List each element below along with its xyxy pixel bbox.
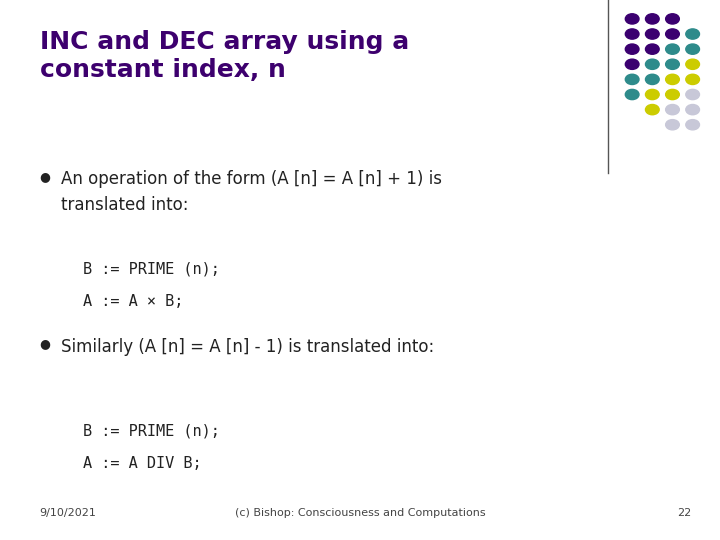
Circle shape (646, 59, 660, 69)
Circle shape (665, 120, 680, 130)
Text: A := A DIV B;: A := A DIV B; (83, 456, 202, 471)
Circle shape (625, 29, 639, 39)
Text: ●: ● (40, 338, 50, 350)
Text: Similarly (A [n] = A [n] - 1) is translated into:: Similarly (A [n] = A [n] - 1) is transla… (61, 338, 434, 355)
Circle shape (685, 59, 700, 69)
Text: (c) Bishop: Consciousness and Computations: (c) Bishop: Consciousness and Computatio… (235, 508, 485, 518)
Circle shape (665, 29, 680, 39)
Circle shape (685, 105, 700, 115)
Circle shape (625, 89, 639, 99)
Text: 9/10/2021: 9/10/2021 (40, 508, 96, 518)
Text: B := PRIME (n);: B := PRIME (n); (83, 424, 220, 439)
Circle shape (646, 14, 660, 24)
Text: INC and DEC array using a
constant index, n: INC and DEC array using a constant index… (40, 30, 409, 83)
Circle shape (646, 74, 660, 84)
Circle shape (625, 59, 639, 69)
Circle shape (646, 44, 660, 55)
Circle shape (625, 44, 639, 55)
Text: An operation of the form (A [n] = A [n] + 1) is
translated into:: An operation of the form (A [n] = A [n] … (61, 170, 442, 214)
Circle shape (665, 74, 680, 84)
Circle shape (685, 44, 700, 55)
Circle shape (665, 44, 680, 55)
Circle shape (685, 74, 700, 84)
Circle shape (625, 14, 639, 24)
Circle shape (665, 14, 680, 24)
Text: B := PRIME (n);: B := PRIME (n); (83, 262, 220, 277)
Text: ●: ● (40, 170, 50, 183)
Circle shape (646, 89, 660, 99)
Circle shape (646, 29, 660, 39)
Circle shape (646, 105, 660, 115)
Text: A := A × B;: A := A × B; (83, 294, 183, 309)
Circle shape (685, 89, 700, 99)
Circle shape (665, 59, 680, 69)
Circle shape (625, 74, 639, 84)
Circle shape (665, 105, 680, 115)
Text: 22: 22 (677, 508, 691, 518)
Circle shape (685, 29, 700, 39)
Circle shape (685, 120, 700, 130)
Circle shape (665, 89, 680, 99)
